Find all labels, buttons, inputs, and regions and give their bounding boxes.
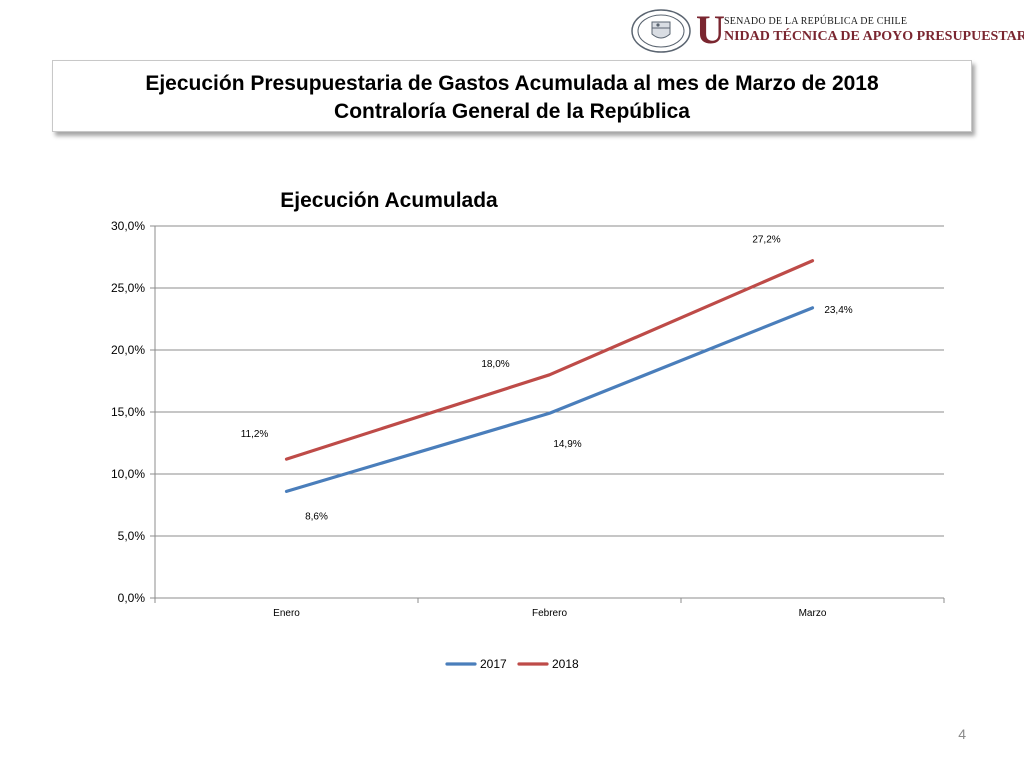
series-line-2017 (284, 306, 815, 493)
y-tick-label: 20,0% (111, 343, 145, 357)
slide-subtitle: Contraloría General de la República (334, 100, 690, 123)
page-number: 4 (958, 726, 966, 742)
brand-senate-name: SENADO DE LA REPÚBLICA DE CHILE (724, 16, 908, 27)
x-tick-label: Marzo (799, 608, 827, 619)
y-tick-label: 25,0% (111, 281, 145, 295)
slide-title: Ejecución Presupuestaria de Gastos Acumu… (145, 72, 879, 95)
data-label: 14,9% (553, 439, 581, 450)
slide-title-box: Ejecución Presupuestaria de Gastos Acumu… (52, 60, 972, 132)
brand-unit-name: NIDAD TÉCNICA DE APOYO PRESUPUESTARIO (724, 29, 1024, 44)
legend-label-2018: 2018 (552, 657, 579, 671)
x-tick-label: Febrero (532, 608, 567, 619)
y-tick-label: 10,0% (111, 467, 145, 481)
y-tick-label: 5,0% (118, 529, 146, 543)
y-tick-label: 0,0% (118, 591, 146, 605)
y-tick-label: 30,0% (111, 219, 145, 233)
data-label: 8,6% (305, 511, 328, 522)
data-label: 27,2% (752, 235, 780, 246)
data-label: 23,4% (824, 305, 852, 316)
data-label: 11,2% (241, 429, 269, 440)
senate-seal-icon (631, 9, 691, 53)
legend-label-2017: 2017 (480, 657, 507, 671)
chart-title: Ejecución Acumulada (280, 189, 498, 212)
senate-logo: U SENADO DE LA REPÚBLICA DE CHILE NIDAD … (630, 7, 1024, 56)
brand-initial: U (696, 7, 725, 52)
data-label: 18,0% (481, 359, 509, 370)
series-line-2018 (284, 259, 815, 461)
y-tick-label: 15,0% (111, 405, 145, 419)
chart-legend: 2017 2018 (445, 657, 579, 671)
x-tick-label: Enero (273, 608, 300, 619)
